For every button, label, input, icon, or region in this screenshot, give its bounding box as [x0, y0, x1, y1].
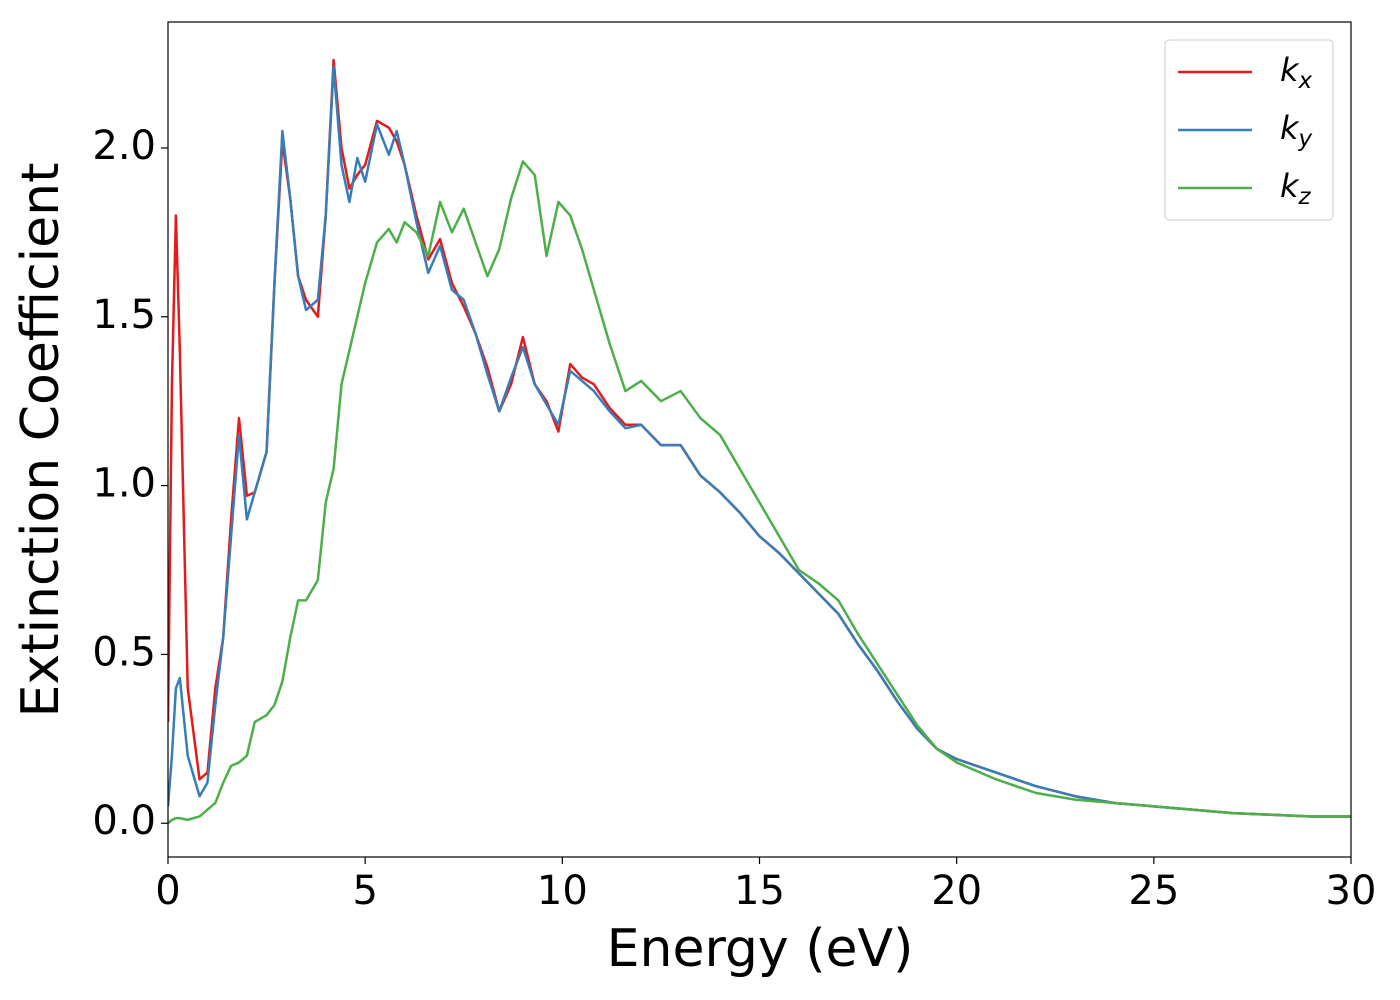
data-line — [168, 65, 1351, 818]
x-tick-label: 25 — [1128, 868, 1179, 914]
x-tick-label: 20 — [931, 868, 982, 914]
y-tick-label: 0.5 — [92, 629, 156, 675]
y-tick-label: 2.0 — [92, 123, 156, 169]
y-tick-label: 1.0 — [92, 461, 156, 507]
x-tick-label: 10 — [537, 868, 588, 914]
y-tick-label: 1.5 — [92, 292, 156, 338]
x-tick-label: 5 — [352, 868, 377, 914]
data-line — [168, 160, 1351, 825]
y-axis-label: Extinction Coefficient — [11, 163, 71, 718]
y-tick-label: 0.0 — [92, 798, 156, 844]
x-tick-label: 30 — [1326, 868, 1377, 914]
legend-label: kx — [1280, 51, 1313, 94]
x-axis-label: Energy (eV) — [607, 919, 914, 979]
x-tick-label: 0 — [155, 868, 180, 914]
x-tick-label: 15 — [734, 868, 785, 914]
legend-label: kz — [1280, 167, 1312, 210]
legend-label: ky — [1280, 109, 1313, 152]
plot-frame — [167, 21, 1352, 858]
